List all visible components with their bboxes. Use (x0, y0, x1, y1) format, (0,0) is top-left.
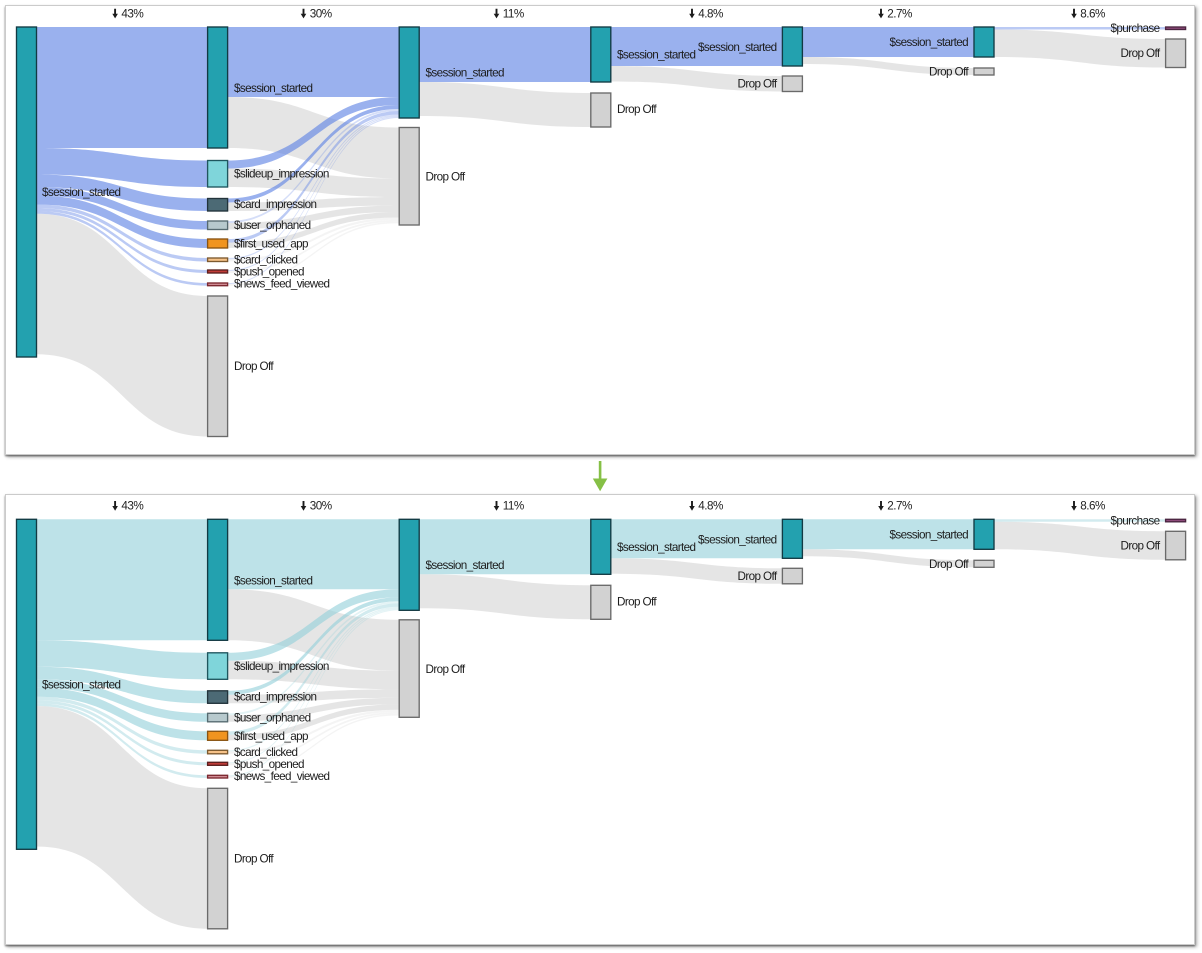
svg-text:$user_orphaned: $user_orphaned (234, 711, 311, 724)
svg-text:Drop Off: Drop Off (234, 852, 274, 865)
svg-text:2.7%: 2.7% (887, 500, 912, 513)
svg-text:11%: 11% (503, 7, 524, 20)
svg-text:$card_clicked: $card_clicked (234, 254, 298, 267)
svg-text:$session_started: $session_started (426, 67, 505, 80)
svg-text:4.8%: 4.8% (698, 500, 723, 513)
svg-text:$first_used_app: $first_used_app (234, 730, 309, 743)
svg-text:$session_started: $session_started (890, 36, 969, 49)
svg-text:$user_orphaned: $user_orphaned (234, 219, 311, 232)
svg-text:Drop Off: Drop Off (929, 66, 969, 79)
svg-text:$news_feed_viewed: $news_feed_viewed (234, 770, 329, 783)
svg-text:2.7%: 2.7% (887, 7, 912, 20)
svg-text:$push_opened: $push_opened (234, 758, 304, 771)
svg-text:43%: 43% (121, 7, 143, 20)
svg-text:$push_opened: $push_opened (234, 266, 304, 279)
svg-text:30%: 30% (310, 500, 332, 513)
svg-text:$session_started: $session_started (890, 528, 969, 541)
svg-text:$first_used_app: $first_used_app (234, 238, 309, 251)
svg-text:$news_feed_viewed: $news_feed_viewed (234, 278, 329, 291)
svg-text:$card_impression: $card_impression (234, 198, 316, 211)
svg-text:Drop Off: Drop Off (426, 663, 466, 676)
svg-text:11%: 11% (503, 500, 524, 513)
svg-text:Drop Off: Drop Off (234, 360, 274, 373)
svg-text:4.8%: 4.8% (698, 7, 723, 20)
svg-text:$purchase: $purchase (1111, 22, 1160, 35)
svg-text:$session_started: $session_started (42, 186, 121, 199)
svg-text:$session_started: $session_started (426, 559, 505, 572)
svg-text:$card_impression: $card_impression (234, 690, 316, 703)
svg-text:Drop Off: Drop Off (617, 595, 657, 608)
svg-text:Drop Off: Drop Off (617, 103, 657, 116)
svg-text:$slideup_impression: $slideup_impression (234, 660, 329, 673)
svg-text:$session_started: $session_started (234, 82, 313, 95)
svg-text:30%: 30% (310, 7, 332, 20)
svg-text:$slideup_impression: $slideup_impression (234, 168, 329, 181)
svg-text:$session_started: $session_started (42, 678, 121, 691)
svg-text:$session_started: $session_started (234, 574, 313, 587)
svg-text:$session_started: $session_started (617, 541, 696, 554)
svg-text:Drop Off: Drop Off (738, 78, 778, 91)
svg-text:$session_started: $session_started (698, 533, 777, 546)
svg-text:Drop Off: Drop Off (426, 171, 466, 184)
svg-text:Drop Off: Drop Off (929, 558, 969, 571)
svg-text:Drop Off: Drop Off (738, 570, 778, 583)
svg-text:8.6%: 8.6% (1080, 7, 1105, 20)
svg-text:$session_started: $session_started (698, 41, 777, 54)
svg-text:$card_clicked: $card_clicked (234, 746, 298, 759)
svg-text:8.6%: 8.6% (1080, 500, 1105, 513)
svg-text:Drop Off: Drop Off (1121, 539, 1161, 552)
svg-text:$purchase: $purchase (1111, 514, 1160, 527)
svg-text:$session_started: $session_started (617, 49, 696, 62)
svg-text:43%: 43% (121, 500, 143, 513)
svg-text:Drop Off: Drop Off (1121, 47, 1161, 60)
